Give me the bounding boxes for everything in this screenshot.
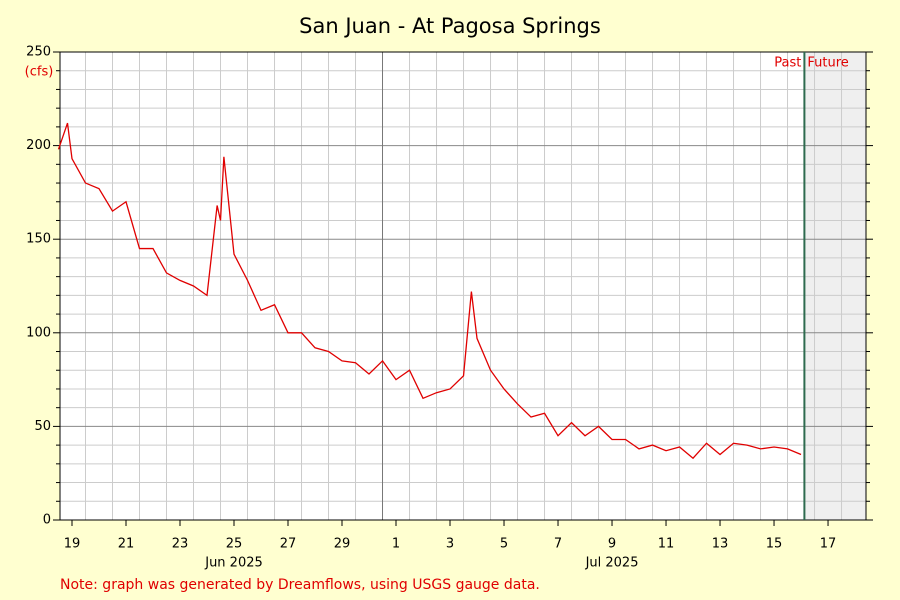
y-tick-label: 200 (26, 138, 51, 153)
x-tick-label: 19 (64, 537, 81, 552)
plot-area (60, 52, 866, 520)
month-label: Jul 2025 (585, 556, 639, 571)
x-tick-label: 15 (766, 537, 783, 552)
x-tick-label: 7 (554, 537, 562, 552)
y-tick-label: 0 (43, 513, 51, 528)
x-tick-label: 23 (172, 537, 189, 552)
x-tick-label: 1 (392, 537, 400, 552)
x-tick-label: 29 (334, 537, 351, 552)
past-label: Past (774, 56, 801, 71)
month-label: Jun 2025 (204, 556, 263, 571)
x-tick-label: 27 (280, 537, 297, 552)
note: Note: graph was generated by Dreamflows,… (60, 577, 540, 593)
chart-title: San Juan - At Pagosa Springs (299, 14, 601, 38)
x-tick-label: 13 (712, 537, 729, 552)
y-axis-label: (cfs) (25, 65, 54, 80)
y-tick-label: 150 (26, 232, 51, 247)
y-tick-label: 100 (26, 325, 51, 340)
x-tick-label: 5 (500, 537, 508, 552)
x-tick-label: 21 (118, 537, 135, 552)
x-tick-label: 17 (820, 537, 837, 552)
x-tick-label: 3 (446, 537, 454, 552)
x-tick-label: 11 (658, 537, 675, 552)
plot-border (59, 51, 867, 521)
y-tick-label: 50 (34, 419, 51, 434)
y-tick-label: 250 (26, 45, 51, 60)
future-label: Future (807, 56, 848, 71)
x-tick-label: 25 (226, 537, 243, 552)
flow-line (57, 122, 802, 460)
x-tick-label: 9 (608, 537, 616, 552)
future-area (804, 52, 866, 520)
